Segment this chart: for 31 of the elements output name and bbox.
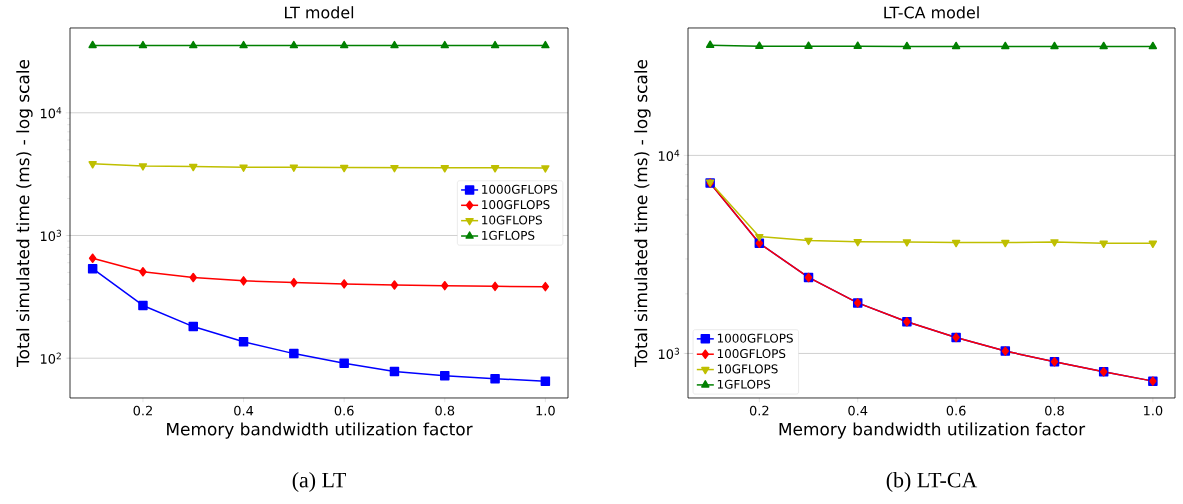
x-tick-label: 0.4 [234, 405, 254, 416]
x-tick-label: 0.8 [435, 405, 455, 416]
y-tick-label: 10$^{4}$ [658, 149, 680, 161]
x-tick-label: 0.6 [946, 405, 966, 416]
legend-label: 100GFLOPS [482, 200, 550, 210]
text: (a) LT [292, 472, 346, 492]
x-tick-label: 0.8 [1045, 405, 1064, 416]
x-tick-label: 0.4 [848, 405, 868, 416]
y-axis-title: Total simulated time (ms) - log scale [634, 59, 651, 367]
legend-label: 1000GFLOPS [482, 184, 558, 194]
y-axis-title: Total simulated time (ms) - log scale [16, 59, 33, 367]
y-tick-label: 10$^{4}$ [40, 107, 62, 119]
x-tick-label: 1.0 [536, 405, 555, 416]
y-tick-label: 10$^{2}$ [40, 352, 61, 364]
x-axis-title: Memory bandwidth utilization factor [779, 422, 1086, 439]
legend-label: 10GFLOPS [717, 364, 778, 374]
y-tick-label: 10$^{3}$ [658, 347, 680, 360]
legend-label: 10GFLOPS [482, 215, 542, 225]
text: (b) LT-CA [886, 472, 978, 492]
x-tick-label: 1.0 [1144, 405, 1163, 416]
x-tick-label: 0.2 [749, 405, 769, 416]
x-tick-label: 0.6 [334, 405, 354, 416]
chart-title: LT model [285, 6, 354, 19]
legend-label: 100GFLOPS [717, 349, 786, 359]
legend-label: 1GFLOPS [482, 230, 535, 240]
x-tick-label: 0.2 [133, 405, 152, 416]
chart-title: LT-CA model [884, 6, 979, 19]
legend-label: 1GFLOPS [717, 379, 771, 389]
legend-label: 1000GFLOPS [717, 333, 793, 343]
x-axis-title: Memory bandwidth utilization factor [167, 422, 473, 439]
y-tick-label: 10$^{3}$ [40, 229, 62, 242]
